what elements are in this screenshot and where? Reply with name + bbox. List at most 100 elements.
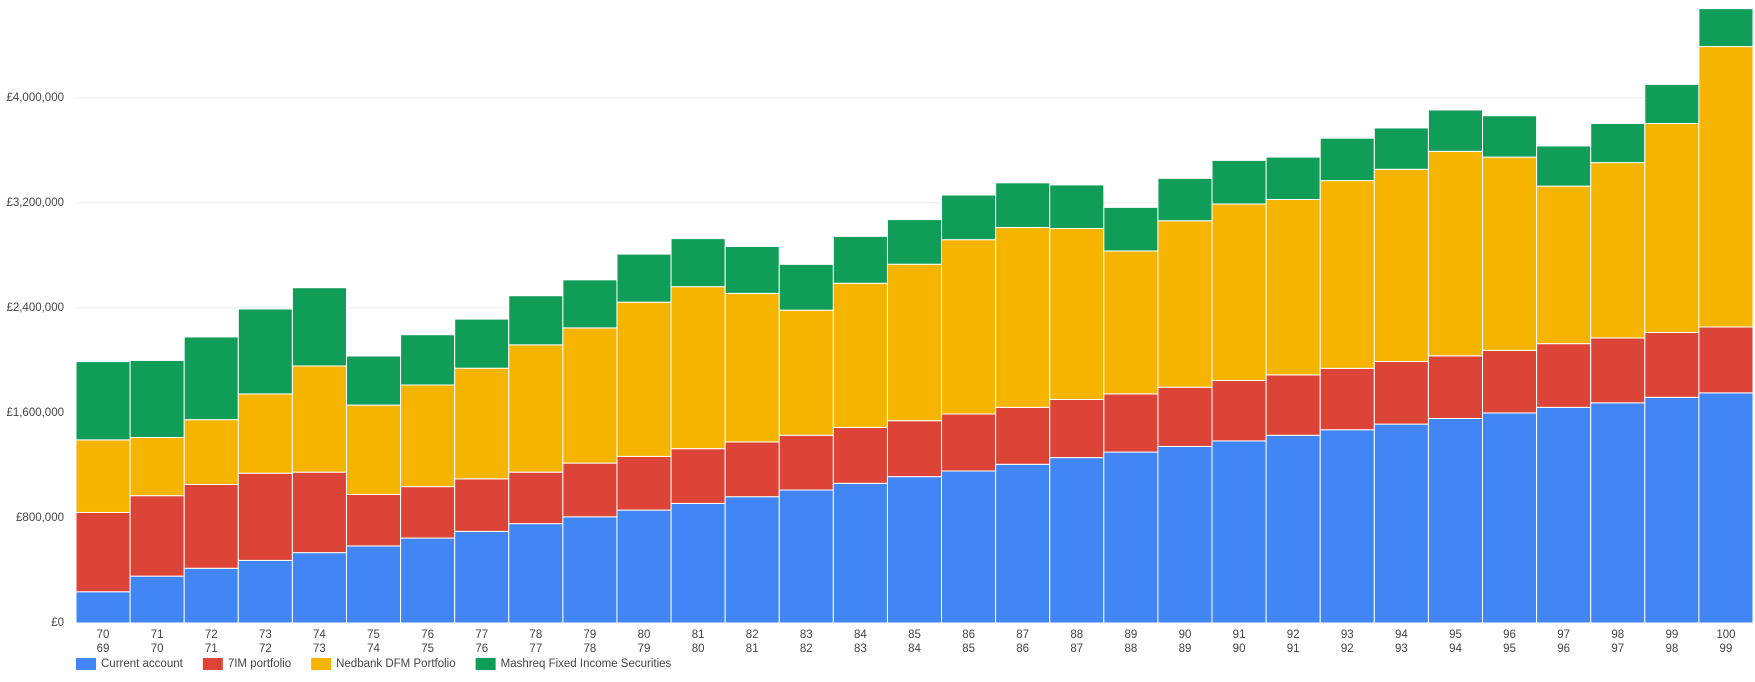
bar-segment	[1211, 380, 1267, 442]
x-tick-label: 77	[529, 643, 542, 655]
bar-segment	[1698, 46, 1754, 328]
bar-segment	[941, 413, 997, 472]
bar-segment	[778, 309, 834, 436]
x-tick-label: 94	[1395, 629, 1408, 641]
x-tick-label: 73	[313, 643, 326, 655]
bar-segment	[1427, 150, 1484, 357]
x-tick-label: 95	[1449, 629, 1462, 641]
bar-segment	[1049, 228, 1105, 400]
bar-segment	[616, 301, 672, 457]
x-tick-label: 85	[962, 643, 975, 655]
x-tick-label: 99	[1665, 629, 1678, 641]
x-tick-label: 90	[1179, 629, 1192, 641]
bar-segment	[1157, 445, 1213, 624]
bar-segment	[508, 471, 564, 525]
x-tick-label: 82	[746, 629, 759, 641]
bar-segment	[1049, 398, 1105, 459]
bar-segment	[832, 426, 888, 484]
y-tick-label: £4,000,000	[6, 92, 64, 104]
bar-segment	[724, 441, 780, 498]
bar-segment	[1319, 180, 1375, 369]
bar-segment	[291, 552, 347, 624]
x-tick-label: 88	[1124, 643, 1137, 655]
x-tick-label: 96	[1503, 629, 1516, 641]
bar-segment	[886, 420, 943, 478]
bar-segment	[1319, 429, 1375, 624]
bar-segment	[345, 404, 402, 495]
bar-segment	[1157, 177, 1213, 222]
bar-segment	[562, 279, 618, 329]
bar-segment	[832, 235, 888, 284]
x-tick-label: 100	[1716, 629, 1735, 641]
x-tick-label: 87	[1070, 643, 1083, 655]
bar-segment	[129, 359, 185, 439]
x-tick-label: 92	[1341, 643, 1354, 655]
bar-segment	[1103, 206, 1159, 252]
x-tick-label: 86	[1016, 643, 1029, 655]
bar-segment	[1482, 115, 1538, 158]
x-tick-label: 93	[1395, 643, 1408, 655]
bar-segment	[129, 495, 185, 577]
bar-segment	[724, 292, 780, 443]
bar-segment	[237, 472, 293, 561]
bar-segment	[1211, 203, 1267, 382]
x-tick-label: 72	[259, 643, 272, 655]
bar-segment	[1590, 162, 1646, 339]
bar-segment	[129, 575, 185, 624]
legend-label: Mashreq Fixed Income Securities	[501, 658, 672, 670]
bar-segment	[1644, 396, 1700, 624]
bar-segment	[75, 511, 131, 593]
x-tick-label: 76	[475, 643, 488, 655]
bar-segment	[1049, 184, 1105, 230]
bar-segment	[1427, 417, 1484, 624]
bar-segment	[1536, 406, 1592, 624]
bar-segment	[1536, 185, 1592, 345]
bar-segment	[1536, 343, 1592, 408]
x-tick-label: 86	[962, 629, 975, 641]
x-tick-label: 80	[692, 643, 705, 655]
x-tick-label: 82	[800, 643, 813, 655]
legend-swatch	[311, 658, 332, 670]
bar-segment	[1590, 337, 1646, 404]
bar-segment	[75, 439, 131, 513]
bar-segment	[832, 282, 888, 428]
bar-segment	[1319, 137, 1375, 182]
bar-segment	[1319, 367, 1375, 431]
bar-segment	[562, 327, 618, 464]
bar-segment	[1211, 440, 1267, 624]
y-tick-label: £800,000	[16, 512, 64, 524]
x-tick-label: 70	[97, 629, 110, 641]
bar-segment	[1427, 109, 1484, 152]
y-tick-label: £3,200,000	[6, 197, 64, 209]
x-tick-label: 98	[1611, 629, 1624, 641]
x-tick-label: 71	[205, 643, 218, 655]
x-tick-label: 89	[1179, 643, 1192, 655]
x-tick-label: 79	[638, 643, 651, 655]
bar-segment	[1698, 8, 1754, 48]
bar-segment	[454, 530, 510, 624]
bar-segment	[941, 239, 997, 415]
x-tick-label: 74	[313, 629, 326, 641]
bar-segment	[1698, 392, 1754, 624]
x-tick-label: 76	[421, 629, 434, 641]
bar-segment	[1482, 156, 1538, 351]
x-tick-label: 88	[1070, 629, 1083, 641]
x-tick-label: 81	[746, 643, 759, 655]
bar-segment	[1103, 451, 1159, 624]
bar-segment	[886, 219, 943, 265]
x-tick-label: 92	[1287, 629, 1300, 641]
legend-label: 7IM portfolio	[228, 658, 291, 670]
bar-segment	[995, 463, 1051, 624]
bar-segment	[995, 182, 1051, 228]
bar-segment	[1265, 156, 1321, 201]
bar-segment	[1157, 220, 1213, 388]
x-tick-label: 81	[692, 629, 705, 641]
y-tick-label: £1,600,000	[6, 407, 64, 419]
legend-swatch	[475, 658, 496, 670]
legend-swatch	[202, 658, 223, 670]
bar-segment	[886, 263, 943, 422]
x-tick-label: 77	[475, 629, 488, 641]
bar-segment	[616, 509, 672, 624]
bar-segment	[778, 489, 834, 624]
